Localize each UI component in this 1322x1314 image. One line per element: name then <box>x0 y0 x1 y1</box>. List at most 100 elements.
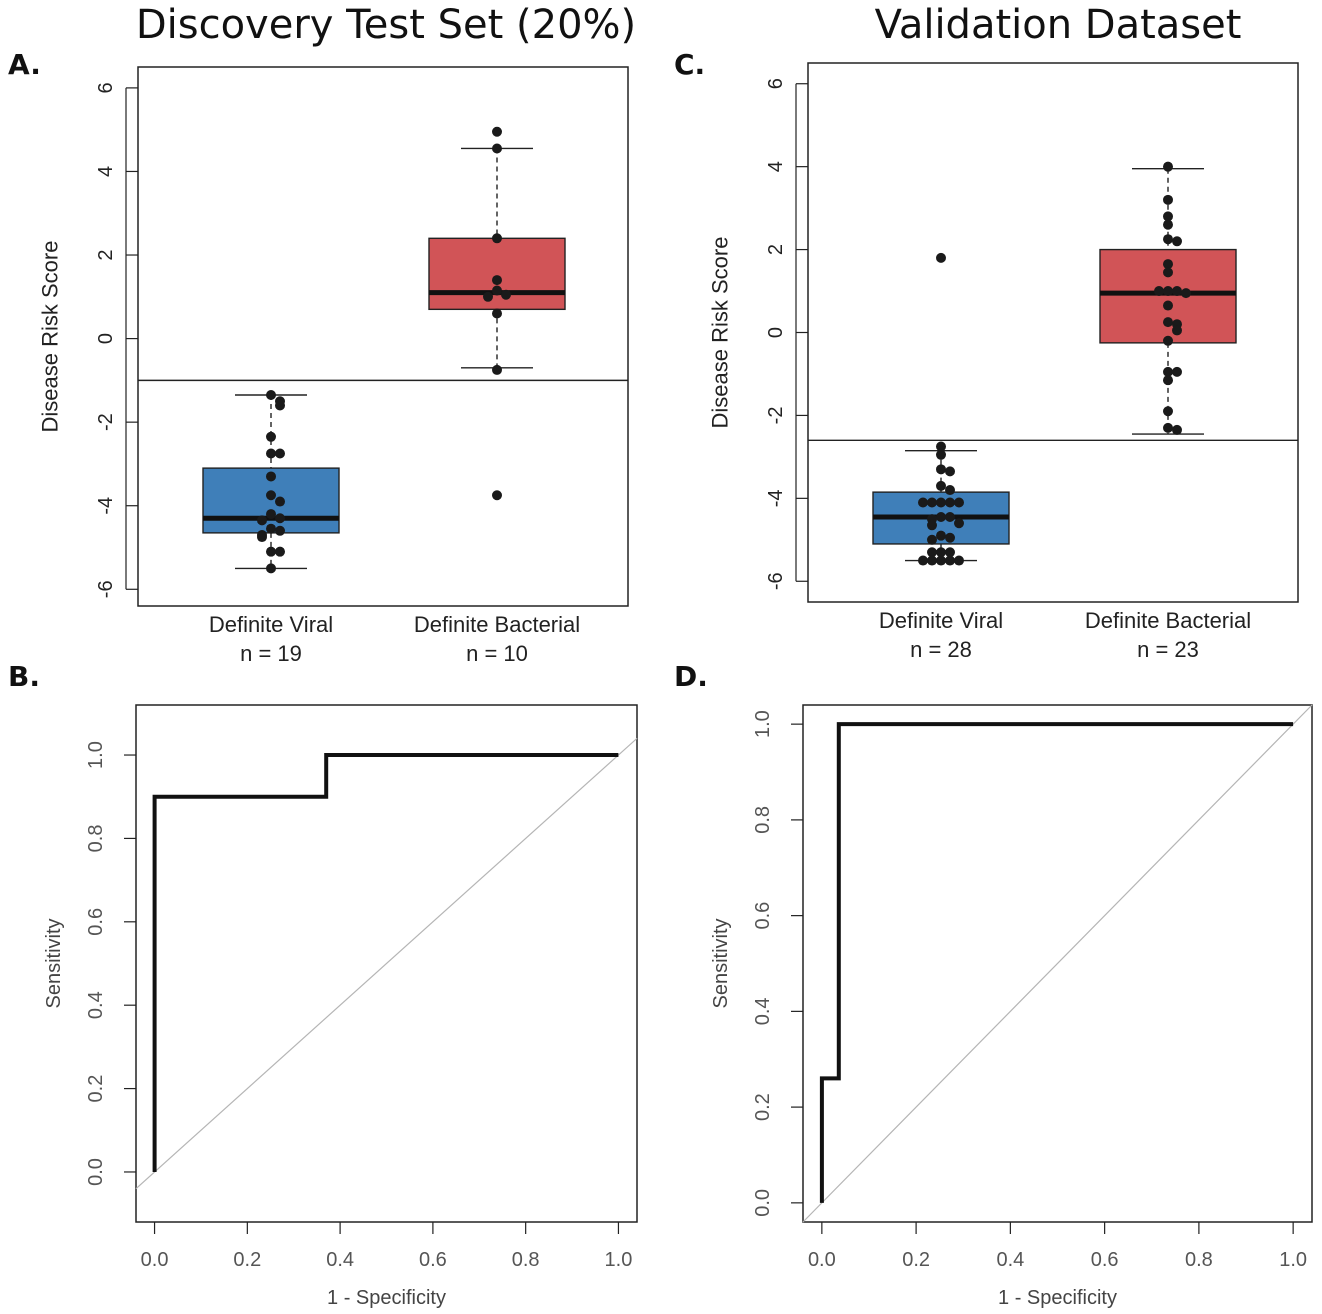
y-tick-label: 4 <box>765 161 787 172</box>
data-point <box>1172 236 1182 247</box>
data-point <box>1163 286 1173 297</box>
data-point <box>918 497 928 508</box>
y-tick-label: 0.4 <box>85 991 107 1019</box>
data-point <box>266 389 276 400</box>
y-tick-label: 4 <box>95 166 117 177</box>
y-tick-label: 1.0 <box>752 710 774 738</box>
data-point <box>936 555 946 566</box>
y-axis-label: Disease Risk Score <box>708 237 733 429</box>
data-point <box>927 520 937 531</box>
y-tick-label: 0.8 <box>85 825 107 853</box>
data-point <box>1172 424 1182 435</box>
title-discovery: Discovery Test Set (20%) <box>136 2 636 48</box>
data-point <box>257 532 267 543</box>
x-tick-label: 0.0 <box>141 1249 169 1271</box>
sample-size-label: n = 28 <box>910 637 972 662</box>
data-point <box>501 289 511 300</box>
data-point <box>1163 366 1173 377</box>
y-tick-label: 0.8 <box>752 806 774 834</box>
reference-diagonal <box>802 704 1313 1223</box>
data-point <box>954 518 964 529</box>
data-point <box>936 547 946 558</box>
sample-size-label: n = 23 <box>1137 637 1199 662</box>
data-point <box>936 252 946 263</box>
x-tick-label: 0.8 <box>1185 1249 1213 1271</box>
data-point <box>945 547 955 558</box>
boxplot-validation: 6 4 2 0 -2 -4 -6 Disease Risk Score Definite Vir… <box>708 62 1299 662</box>
category-label: Definite Bacterial <box>1085 608 1251 633</box>
x-axis-label: 1 - Specificity <box>327 1287 446 1309</box>
data-point <box>936 530 946 541</box>
data-point <box>1163 300 1173 311</box>
data-point <box>1154 286 1164 297</box>
data-point <box>936 449 946 460</box>
data-point <box>266 471 276 482</box>
y-axis-label: Sensitivity <box>43 918 65 1008</box>
data-point <box>492 233 502 244</box>
data-point <box>492 308 502 319</box>
data-point <box>945 532 955 543</box>
data-point <box>275 400 285 411</box>
data-point <box>275 448 285 459</box>
data-point <box>266 490 276 501</box>
data-point <box>483 291 493 302</box>
category-label: Definite Bacterial <box>414 612 580 637</box>
data-point <box>1163 161 1173 172</box>
y-axis-label: Sensitivity <box>710 918 732 1008</box>
plot-frame <box>802 704 1313 1223</box>
data-point <box>1163 259 1173 270</box>
data-point <box>1163 335 1173 346</box>
plot-frame <box>135 704 638 1223</box>
data-point <box>275 496 285 507</box>
panel-label-b: B. <box>8 660 40 693</box>
y-tick-label: 0.0 <box>85 1158 107 1186</box>
data-point <box>266 563 276 574</box>
panel-label-a: A. <box>8 48 41 81</box>
data-point <box>1163 267 1173 278</box>
x-tick-label: 0.4 <box>326 1249 354 1271</box>
title-validation: Validation Dataset <box>875 2 1242 48</box>
data-point <box>492 364 502 375</box>
roc-discovery: 0.0 0.2 0.4 0.6 0.8 1.0 0.0 0.2 0.4 0.6 0.8 1.0 1 - … <box>43 704 638 1309</box>
box-bacterial <box>428 237 566 311</box>
data-point <box>1181 288 1191 299</box>
data-point <box>936 512 946 523</box>
data-point <box>945 466 955 477</box>
data-point <box>492 285 502 296</box>
data-point <box>927 534 937 545</box>
y-tick-label: -2 <box>95 413 117 431</box>
y-tick-label: 6 <box>95 82 117 93</box>
category-label: Definite Viral <box>879 608 1003 633</box>
y-tick-label: -2 <box>765 407 787 425</box>
x-tick-label: 0.4 <box>996 1249 1024 1271</box>
x-tick-label: 1.0 <box>1279 1249 1307 1271</box>
data-point <box>954 497 964 508</box>
data-point <box>1172 286 1182 297</box>
y-tick-label: -6 <box>765 572 787 590</box>
y-tick-label: 0 <box>95 333 117 344</box>
boxplot-discovery: 6 4 2 0 -2 -4 -6 Disease Risk Score Definite Vir… <box>38 66 629 666</box>
x-tick-label: 0.6 <box>1091 1249 1119 1271</box>
data-point <box>927 555 937 566</box>
data-point <box>945 485 955 496</box>
data-point <box>1163 317 1173 328</box>
y-tick-label: 0 <box>765 327 787 338</box>
data-point <box>1163 219 1173 230</box>
data-point <box>945 512 955 523</box>
data-point <box>266 431 276 442</box>
data-point <box>275 525 285 536</box>
data-point <box>927 547 937 558</box>
roc-curve <box>152 753 619 1172</box>
data-point <box>1163 194 1173 205</box>
y-tick-label: 0.2 <box>752 1093 774 1121</box>
y-tick-label: 0.0 <box>752 1189 774 1217</box>
y-tick-label: 2 <box>95 249 117 260</box>
data-point <box>918 555 928 566</box>
y-tick-label: 0.4 <box>752 997 774 1025</box>
y-tick-label: 0.6 <box>752 902 774 930</box>
data-point <box>936 497 946 508</box>
data-point <box>954 555 964 566</box>
panel-label-d: D. <box>674 660 708 693</box>
data-point <box>936 441 946 452</box>
data-point <box>945 555 955 566</box>
